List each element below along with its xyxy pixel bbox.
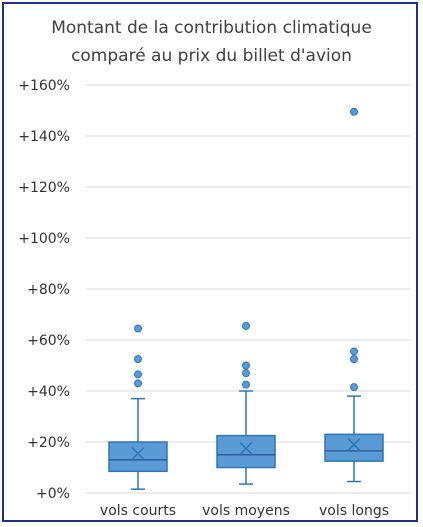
box-iqr	[108, 441, 168, 473]
outlier-point	[242, 369, 250, 378]
box-iqr	[216, 434, 276, 469]
y-tick-label: +140%	[18, 129, 70, 145]
y-tick-label: +60%	[27, 333, 70, 349]
outlier-point	[242, 380, 250, 389]
box-iqr	[324, 433, 384, 462]
grid-lines	[86, 84, 410, 494]
outlier-point	[134, 355, 142, 364]
box-1	[216, 321, 276, 485]
outlier-point	[350, 107, 358, 116]
outlier-point	[350, 347, 358, 356]
y-tick-label: +0%	[36, 486, 70, 502]
box-2	[324, 107, 384, 483]
y-tick-label: +20%	[27, 435, 70, 451]
outlier-point	[242, 321, 250, 330]
box-series	[108, 107, 384, 490]
y-axis-ticks: +0% +20% +40% +60% +80% +100% +120% +140% +160%	[18, 78, 70, 502]
category-label: vols courts	[100, 503, 176, 519]
mean-marker	[131, 446, 145, 461]
category-label: vols longs	[319, 503, 389, 519]
y-tick-label: +80%	[27, 282, 70, 298]
y-tick-label: +120%	[18, 180, 70, 196]
y-tick-label: +100%	[18, 231, 70, 247]
chart-subtitle: comparé au prix du billet d'avion	[71, 46, 352, 66]
outlier-point	[350, 355, 358, 364]
mean-marker	[239, 441, 253, 455]
x-axis-categories: vols courts vols moyens vols longs	[100, 503, 389, 519]
outlier-point	[350, 383, 358, 392]
outlier-point	[134, 379, 142, 388]
mean-marker	[347, 438, 361, 452]
outlier-point	[242, 361, 250, 370]
box-0	[108, 324, 168, 490]
category-label: vols moyens	[202, 503, 290, 519]
y-tick-label: +40%	[27, 384, 70, 400]
outlier-point	[134, 324, 142, 333]
outlier-point	[134, 370, 142, 379]
chart-title: Montant de la contribution climatique	[51, 18, 372, 38]
y-tick-label: +160%	[18, 78, 70, 94]
